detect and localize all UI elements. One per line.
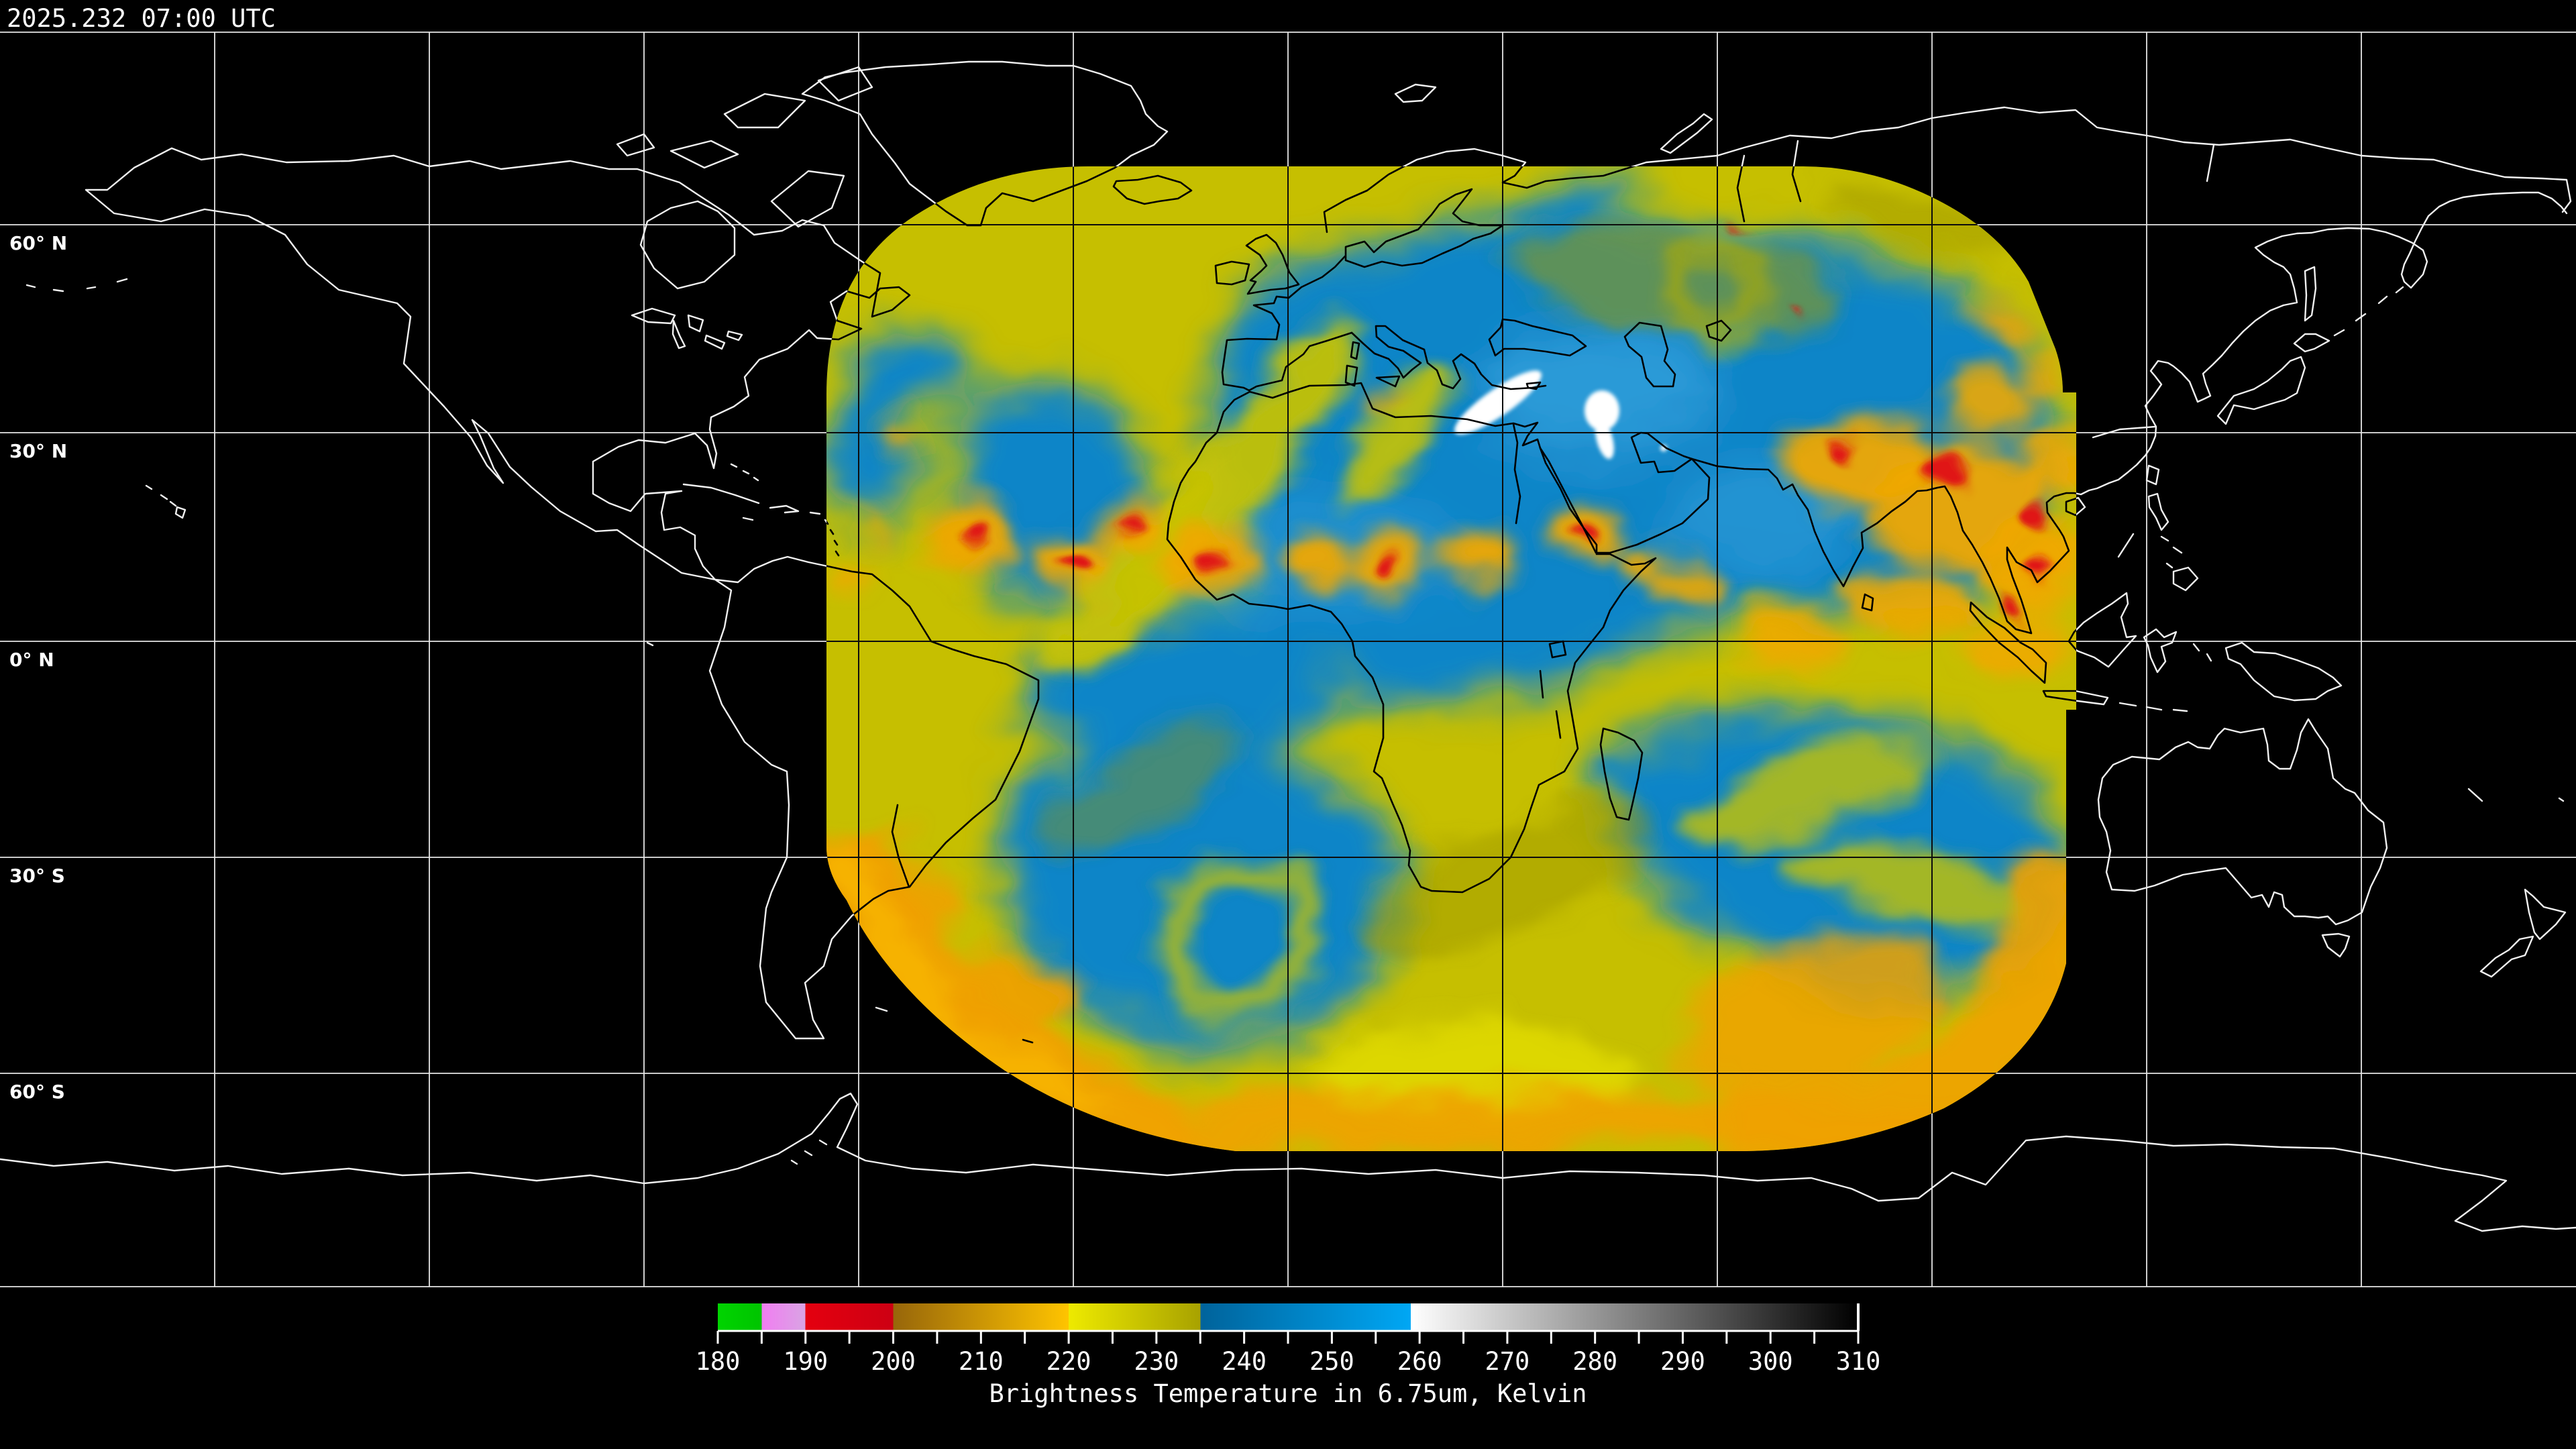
colorbar: 180 190 200 210 220 230 240 250 260 270 280 290 300 3… [696, 1303, 1881, 1408]
latitude-label-30s: 30° S [9, 865, 65, 887]
latitude-label-60n: 60° N [9, 232, 67, 254]
svg-text:240: 240 [1222, 1347, 1267, 1376]
latitude-label-0n: 0° N [9, 649, 54, 671]
svg-text:230: 230 [1134, 1347, 1179, 1376]
latitude-labels: 60° N 30° N 0° N 30° S 60° S [9, 232, 67, 1103]
colorbar-title: Brightness Temperature in 6.75um, Kelvin [989, 1379, 1587, 1408]
svg-text:270: 270 [1485, 1347, 1530, 1376]
svg-text:250: 250 [1309, 1347, 1354, 1376]
timestamp: 2025.232 07:00 UTC [7, 4, 276, 33]
svg-text:190: 190 [783, 1347, 828, 1376]
svg-text:310: 310 [1836, 1347, 1881, 1376]
latitude-label-60s: 60° S [9, 1081, 65, 1103]
svg-text:200: 200 [871, 1347, 916, 1376]
svg-text:290: 290 [1660, 1347, 1705, 1376]
white-cloud-streaks [1454, 370, 1667, 460]
svg-text:300: 300 [1748, 1347, 1793, 1376]
svg-text:280: 280 [1572, 1347, 1617, 1376]
satellite-swath [826, 166, 2076, 1151]
svg-text:260: 260 [1397, 1347, 1442, 1376]
latitude-label-30n: 30° N [9, 440, 67, 462]
svg-text:210: 210 [959, 1347, 1004, 1376]
colorbar-tick-labels: 180 190 200 210 220 230 240 250 260 270 280 290 300 3… [696, 1347, 1881, 1376]
colorbar-bar [718, 1303, 1858, 1330]
colorbar-ticks [716, 1331, 1860, 1344]
svg-text:180: 180 [696, 1347, 741, 1376]
svg-text:220: 220 [1046, 1347, 1091, 1376]
